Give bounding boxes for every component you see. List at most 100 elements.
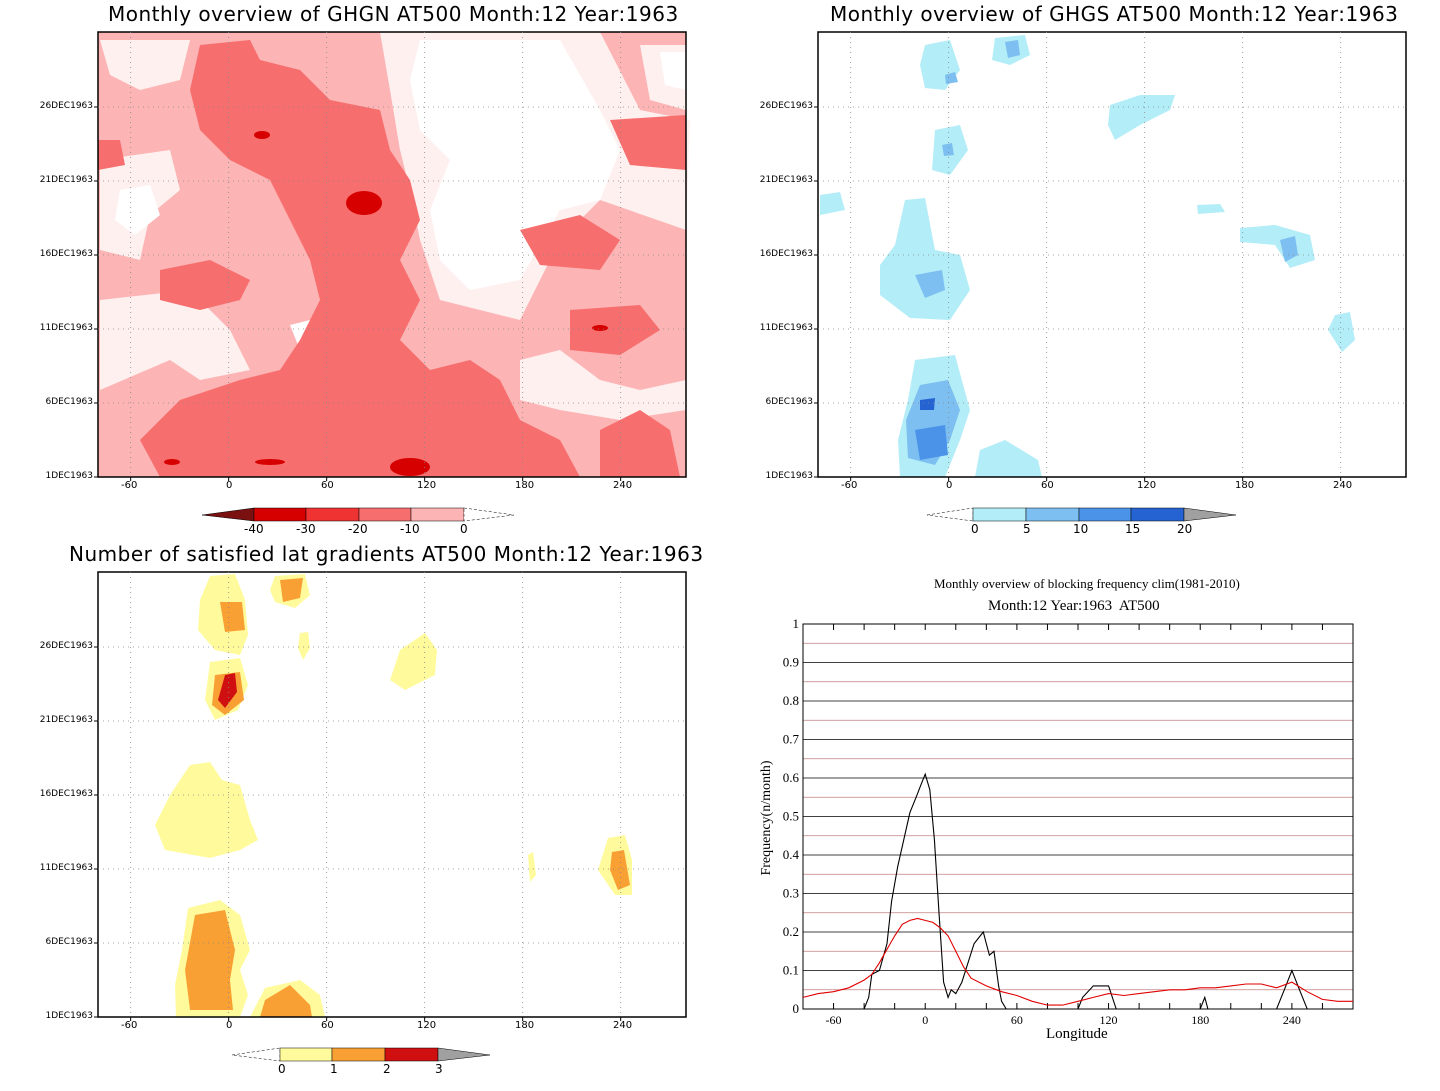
- ghgs-region-mid: [915, 270, 945, 298]
- ghgs-ytick: 21DEC1963: [759, 175, 813, 185]
- sat-ytick: 26DEC1963: [39, 641, 93, 651]
- ghgs-xtick: 60: [1041, 480, 1054, 491]
- freq-plot: -60 0 60 120 180 240 0 0.1 0.2 0.3 0.4 0.5 0.6 0.7 0.8…: [783, 616, 1354, 1027]
- ghgs-region-light: [1197, 204, 1225, 214]
- ghgs-region-dark: [920, 398, 935, 410]
- ghgs-xtick: 120: [1137, 480, 1157, 491]
- ghgs-cb-tick: 0: [971, 522, 979, 536]
- sat-region-2: [220, 602, 245, 632]
- ghgn-region-light: [520, 350, 686, 420]
- ghgn-xtick: 180: [515, 480, 535, 491]
- sat-region-2: [280, 578, 303, 602]
- ghgs-ytick: 1DEC1963: [765, 471, 813, 481]
- ghgs-title: Monthly overview of GHGS AT500 Month:12 …: [830, 2, 1399, 26]
- sat-region-1: [390, 633, 437, 690]
- ghgn-region-medium: [98, 140, 125, 170]
- ghgn-ytick: 1DEC1963: [45, 471, 93, 481]
- ghgn-region-deep: [592, 325, 608, 331]
- freq-y-tick-label: 0.7: [783, 732, 800, 747]
- ghgn-region-white: [660, 52, 686, 90]
- sat-plot: [94, 571, 687, 1021]
- freq-x-tick-label: 240: [1283, 1013, 1301, 1027]
- ghgn-cb-tick: 0: [460, 522, 468, 536]
- ghgs-region-light: [1108, 95, 1175, 140]
- ghgs-region-mid: [1005, 40, 1020, 58]
- ghgn-cb-tick: -10: [400, 522, 420, 536]
- ghgn-colorbar: [201, 507, 515, 522]
- ghgn-region-medium: [520, 215, 620, 270]
- ghgn-plot: [94, 31, 690, 481]
- ghgn-region-white: [410, 40, 620, 290]
- ghgn-region-medium: [140, 40, 580, 477]
- ghgs-ytick: 26DEC1963: [759, 101, 813, 111]
- sat-xtick: 60: [321, 1020, 334, 1031]
- freq-panel: Monthly overview of blocking frequency c…: [720, 540, 1440, 1091]
- ghgn-region-deep: [254, 131, 270, 139]
- freq-x-tick-label: 180: [1191, 1013, 1209, 1027]
- freq-y-tick-label: 0.8: [783, 693, 799, 708]
- ghgn-region-deep: [390, 458, 430, 476]
- ghgs-region-light: [820, 192, 845, 215]
- sat-title: Number of satisfied lat gradients AT500 …: [69, 542, 704, 566]
- freq-y-tick-label: 0.3: [783, 886, 799, 901]
- sat-cb-tick: 2: [383, 1062, 391, 1076]
- freq-y-tick-label: 0.1: [783, 963, 799, 978]
- ghgs-region-light: [1328, 312, 1355, 352]
- ghgs-ytick: 11DEC1963: [759, 323, 813, 333]
- ghgn-xtick: -60: [121, 480, 138, 491]
- freq-y-tick-label: 1: [793, 616, 800, 631]
- ghgs-panel: Monthly overview of GHGS AT500 Month:12 …: [720, 0, 1440, 545]
- ghgn-region-deep: [346, 191, 382, 215]
- ghgs-ytick: 6DEC1963: [765, 397, 813, 407]
- sat-region-2: [610, 850, 630, 890]
- freq-xlabel: Longitude: [1046, 1026, 1108, 1042]
- ghgn-xtick: 120: [417, 480, 437, 491]
- ghgn-ytick: 6DEC1963: [45, 397, 93, 407]
- sat-region-1: [528, 852, 536, 882]
- ghgs-region-dark: [915, 425, 948, 460]
- sat-region-2: [260, 985, 312, 1017]
- ghgs-cb-tick: 5: [1023, 522, 1031, 536]
- ghgs-region-light: [975, 440, 1042, 477]
- ghgs-region-mid: [1280, 236, 1298, 262]
- sat-region-3: [218, 673, 237, 708]
- ghgs-region-light: [1240, 225, 1315, 268]
- sat-ytick: 6DEC1963: [45, 937, 93, 947]
- freq-series-black-line: [803, 772, 1353, 1010]
- ghgn-xtick: 240: [613, 480, 633, 491]
- ghgn-xtick: 0: [226, 480, 233, 491]
- ghgn-cb-tick: -30: [296, 522, 316, 536]
- ghgs-colorbar: [926, 507, 1237, 522]
- freq-ylabel: Frequency(n/month): [759, 760, 774, 876]
- sat-ytick: 16DEC1963: [39, 789, 93, 799]
- sat-colorbar: [231, 1047, 491, 1062]
- sat-grid: [94, 572, 686, 1021]
- freq-y-tick-label: 0.6: [783, 770, 800, 785]
- freq-y-tick-label: 0.9: [783, 655, 799, 670]
- ghgn-region-white: [115, 185, 160, 235]
- freq-x-tick-label: 60: [1011, 1013, 1023, 1027]
- sat-xtick: 240: [613, 1020, 633, 1031]
- ghgs-region-mid: [942, 143, 954, 156]
- ghgn-title: Monthly overview of GHGN AT500 Month:12 …: [108, 2, 679, 26]
- freq-y-tick-label: 0.2: [783, 924, 799, 939]
- ghgn-region-light: [100, 40, 190, 90]
- ghgn-cb-tick: -20: [348, 522, 368, 536]
- ghgn-panel: Monthly overview of GHGN AT500 Month:12 …: [0, 0, 720, 545]
- freq-x-tick-label: 0: [922, 1013, 928, 1027]
- sat-xtick: 120: [417, 1020, 437, 1031]
- ghgn-region-medium: [610, 115, 686, 170]
- ghgs-plot: [814, 31, 1407, 481]
- sat-panel: Number of satisfied lat gradients AT500 …: [0, 540, 720, 1091]
- ghgn-region-deep: [164, 459, 180, 465]
- sat-cb-tick: 3: [435, 1062, 443, 1076]
- sat-cb-tick: 0: [278, 1062, 286, 1076]
- ghgs-cb-tick: 20: [1177, 522, 1193, 536]
- ghgn-ytick: 16DEC1963: [39, 249, 93, 259]
- ghgn-ytick: 11DEC1963: [39, 323, 93, 333]
- freq-x-tick-label: 120: [1100, 1013, 1118, 1027]
- freq-series-red-line: [802, 917, 1353, 1006]
- ghgn-region-medium: [570, 305, 660, 355]
- ghgs-region-light: [880, 198, 970, 320]
- sat-xtick: -60: [121, 1020, 138, 1031]
